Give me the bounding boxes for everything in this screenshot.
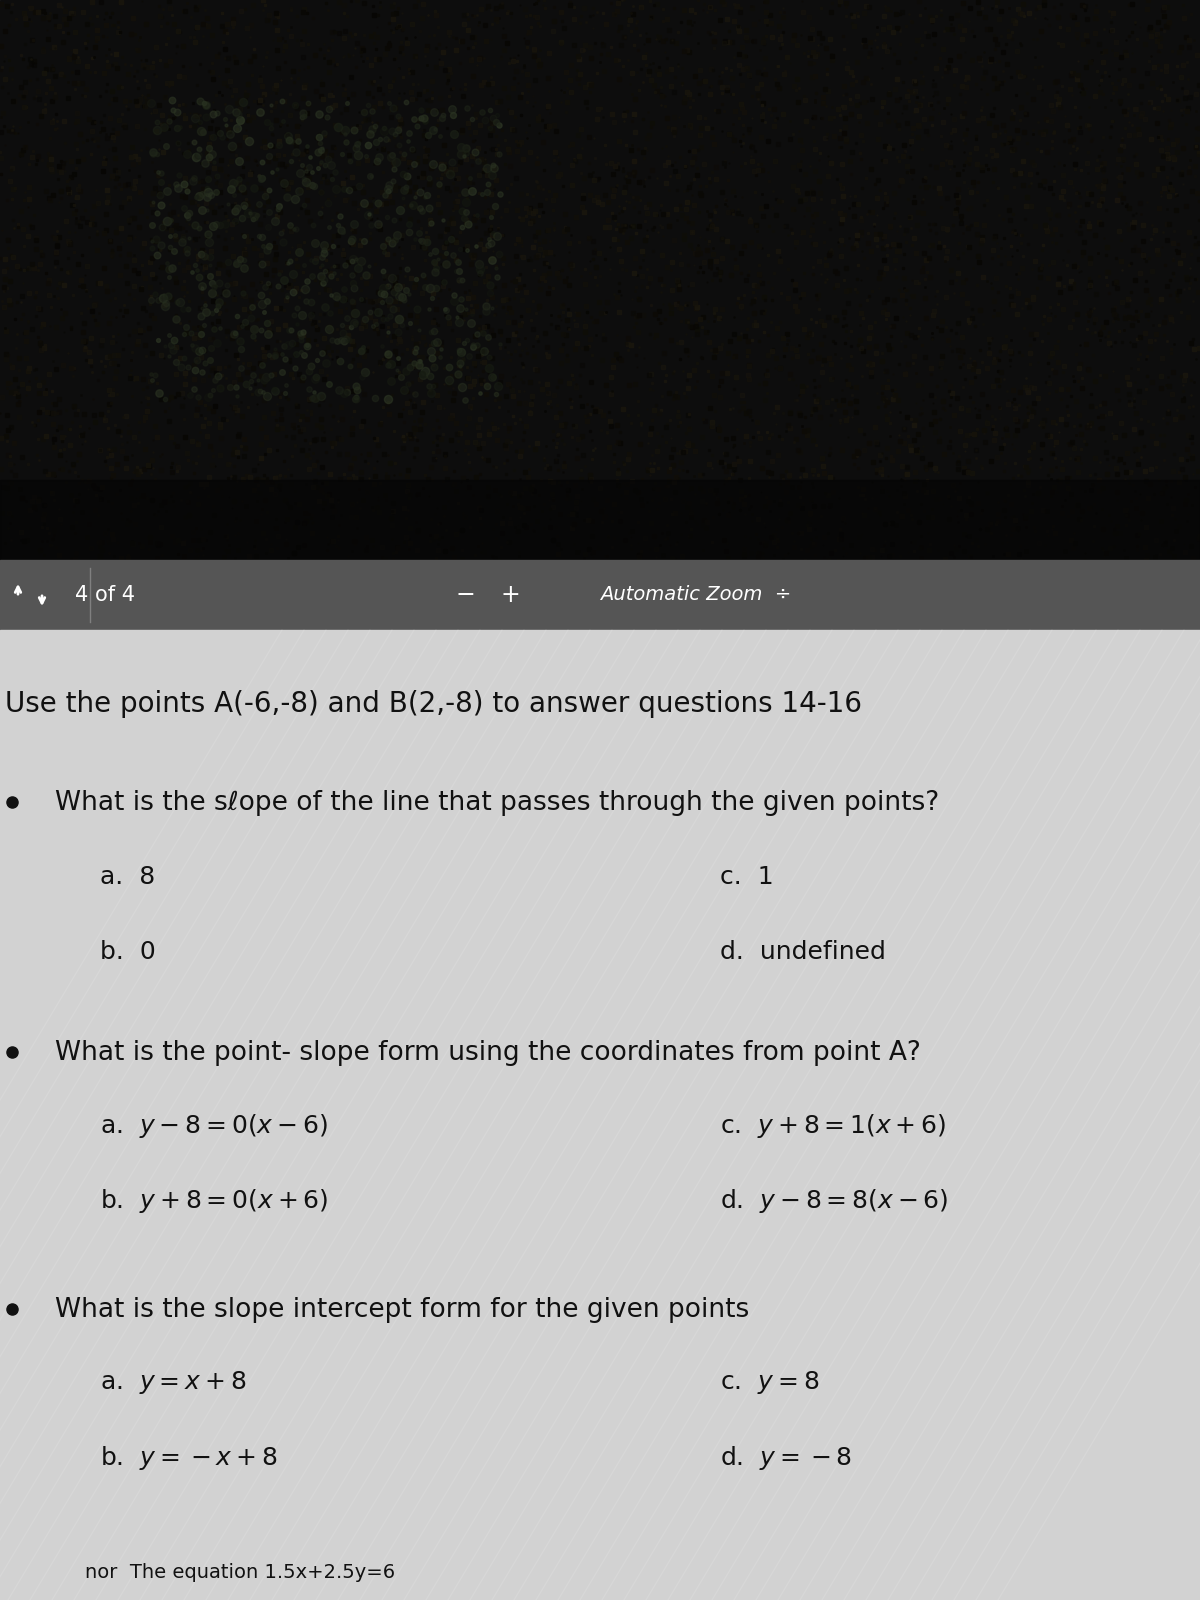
Text: What is the sℓope of the line that passes through the given points?: What is the sℓope of the line that passe… bbox=[55, 790, 940, 816]
Text: c.  1: c. 1 bbox=[720, 866, 774, 890]
Text: a.  $y = x + 8$: a. $y = x + 8$ bbox=[100, 1370, 246, 1395]
Text: What is the point- slope form using the coordinates from point A?: What is the point- slope form using the … bbox=[55, 1040, 920, 1066]
Bar bbox=[0, 0, 1200, 560]
Text: Automatic Zoom  ÷: Automatic Zoom ÷ bbox=[600, 586, 791, 605]
Text: a.  8: a. 8 bbox=[100, 866, 155, 890]
Text: a.  $y - 8 = 0(x - 6)$: a. $y - 8 = 0(x - 6)$ bbox=[100, 1112, 328, 1139]
Bar bbox=[0, 630, 1200, 1600]
Text: −: − bbox=[455, 582, 475, 606]
Text: b.  $y + 8 = 0(x + 6)$: b. $y + 8 = 0(x + 6)$ bbox=[100, 1187, 329, 1214]
Text: d.  undefined: d. undefined bbox=[720, 939, 886, 963]
Bar bbox=[0, 560, 1200, 630]
Text: d.  $y - 8 = 8(x - 6)$: d. $y - 8 = 8(x - 6)$ bbox=[720, 1187, 948, 1214]
Text: nor  The equation 1.5x+2.5y=6: nor The equation 1.5x+2.5y=6 bbox=[85, 1563, 395, 1582]
Text: c.  $y + 8 = 1(x + 6)$: c. $y + 8 = 1(x + 6)$ bbox=[720, 1112, 947, 1139]
Text: b.  0: b. 0 bbox=[100, 939, 156, 963]
Bar bbox=[0, 480, 1200, 560]
Text: Use the points A(-6,-8) and B(2,-8) to answer questions 14-16: Use the points A(-6,-8) and B(2,-8) to a… bbox=[5, 690, 862, 718]
Text: What is the slope intercept form for the given points: What is the slope intercept form for the… bbox=[55, 1298, 749, 1323]
Text: of 4: of 4 bbox=[95, 586, 134, 605]
Text: +: + bbox=[500, 582, 520, 606]
Text: c.  $y = 8$: c. $y = 8$ bbox=[720, 1370, 820, 1395]
Text: b.  $y = -x + 8$: b. $y = -x + 8$ bbox=[100, 1443, 277, 1472]
Text: d.  $y = -8$: d. $y = -8$ bbox=[720, 1443, 852, 1472]
Text: 4: 4 bbox=[74, 586, 89, 605]
